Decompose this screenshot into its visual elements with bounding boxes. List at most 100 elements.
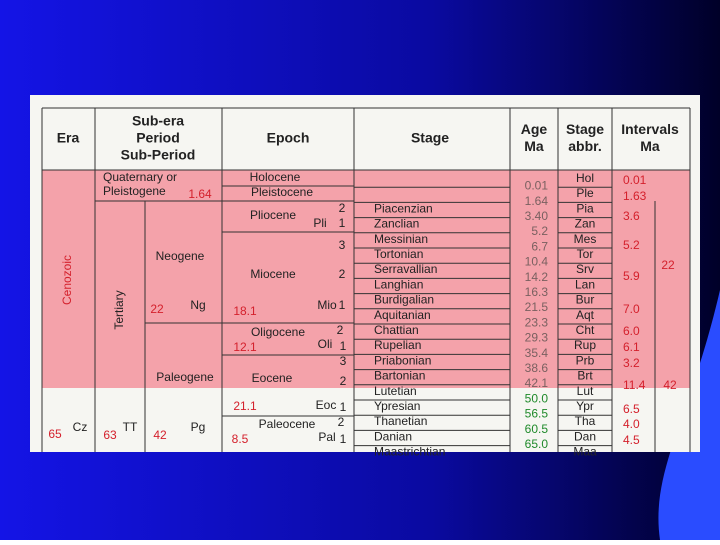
cell-text: 22 [150,302,164,316]
cell-text: Sub-Period [121,147,196,163]
cell-text: Lutetian [374,384,417,398]
cell-text: Srv [576,262,594,276]
cell-text: 14.2 [525,270,549,284]
cell-text: Pg [191,420,206,434]
cell-text: Tor [577,247,594,261]
cell-text: 42.1 [525,376,549,390]
cell-text: Serravallian [374,262,437,276]
cell-text: 38.6 [525,361,549,375]
cell-text: 3 [339,238,346,252]
cell-text: Bur [576,293,595,307]
grid [41,107,691,452]
cell-text: 4.0 [623,417,640,431]
cell-text: 7.0 [623,302,640,316]
cell-text: Oligocene [251,325,305,339]
cell-text: 12.1 [233,340,257,354]
cell-text: 50.0 [525,391,549,405]
cell-text: 21.1 [233,399,257,413]
cell-text: 5.2 [531,224,548,238]
cell-text: Langhian [374,277,423,291]
cell-text: 29.3 [525,331,549,345]
cell-text: 1 [339,298,346,312]
cell-text: 56.5 [525,407,549,421]
cell-text: 6.1 [623,340,640,354]
cell-text: 6.7 [531,239,548,253]
cell-text: 2 [340,374,347,388]
cell-text: Ma [524,138,544,154]
cell-text: 1 [339,216,346,230]
cell-text: 3.40 [525,209,549,223]
cell-text: abbr. [568,138,601,154]
cell-text: 10.4 [525,255,549,269]
cell-text: Mes [574,232,597,246]
cell-text: Miocene [250,267,296,281]
cell-text: Cenozoic [60,255,74,305]
cell-text: Prb [576,353,595,367]
cell-text: Burdigalian [374,293,434,307]
cell-text: Messinian [374,232,428,246]
cell-text: Pleistogene [103,184,166,198]
cell-text: Cht [576,323,595,337]
cell-text: 65 [48,427,62,441]
cell-text: 42 [663,378,677,392]
cell-text: Rup [574,338,596,352]
cell-text: Ple [576,186,594,200]
cell-text: Aqt [576,308,595,322]
cell-text: Rupelian [374,338,421,352]
cell-text: Intervals [621,121,679,137]
cell-text: Tha [575,414,596,428]
cell-text: 8.5 [232,432,249,446]
cell-text: 11.4 [623,378,646,392]
cell-text: Lut [577,384,594,398]
cell-text: Brt [577,369,593,383]
cell-text: Piacenzian [374,201,433,215]
cell-text: 0.01 [525,179,549,193]
cell-text: 18.1 [233,304,257,318]
cell-text: Ng [190,298,205,312]
cell-text: Zan [575,217,596,231]
cell-text: Pleistocene [251,185,313,199]
cell-text: Chattian [374,323,419,337]
cell-text: Pli [313,216,326,230]
cell-text: Cz [73,420,88,434]
cell-text: Zanclian [374,217,419,231]
cell-text: Pia [576,201,594,215]
cell-text: 1.64 [188,187,212,201]
cell-text: 5.2 [623,238,640,252]
cell-text: Thanetian [374,414,427,428]
cell-text: 6.0 [623,324,640,338]
cell-text: Stage [566,121,604,137]
cell-text: 21.5 [525,300,549,314]
cell-text: Era [57,130,80,146]
cell-text: Hol [576,171,594,185]
cell-text: Mio [317,298,337,312]
cell-text: 0.01 [623,173,647,187]
cell-text: 1 [340,339,347,353]
cell-text: Lan [575,277,595,291]
cell-text: Danian [374,429,412,443]
cell-text: Holocene [250,170,301,184]
cell-text: Pal [318,430,335,444]
cell-text: Ypresian [374,399,420,413]
cell-text: 1.64 [525,194,549,208]
cell-text: Eocene [252,371,293,385]
cell-text: Dan [574,429,596,443]
cell-text: 60.5 [525,422,549,436]
cell-text: Quaternary or [103,170,177,184]
cell-text: Epoch [267,130,310,146]
cell-text: 2 [338,415,345,429]
cell-text: Neogene [156,249,205,263]
cell-text: Paleocene [259,417,316,431]
pink-region [42,170,690,388]
cell-text: 23.3 [525,315,549,329]
cell-text: 4.5 [623,433,640,447]
cell-text: 1.63 [623,189,647,203]
cell-text: Paleogene [156,370,214,384]
cell-text: 35.4 [525,346,549,360]
cell-text: 22 [661,258,675,272]
cell-text: 16.3 [525,285,549,299]
cell-text: Oli [318,337,333,351]
cell-text: 3.2 [623,356,640,370]
